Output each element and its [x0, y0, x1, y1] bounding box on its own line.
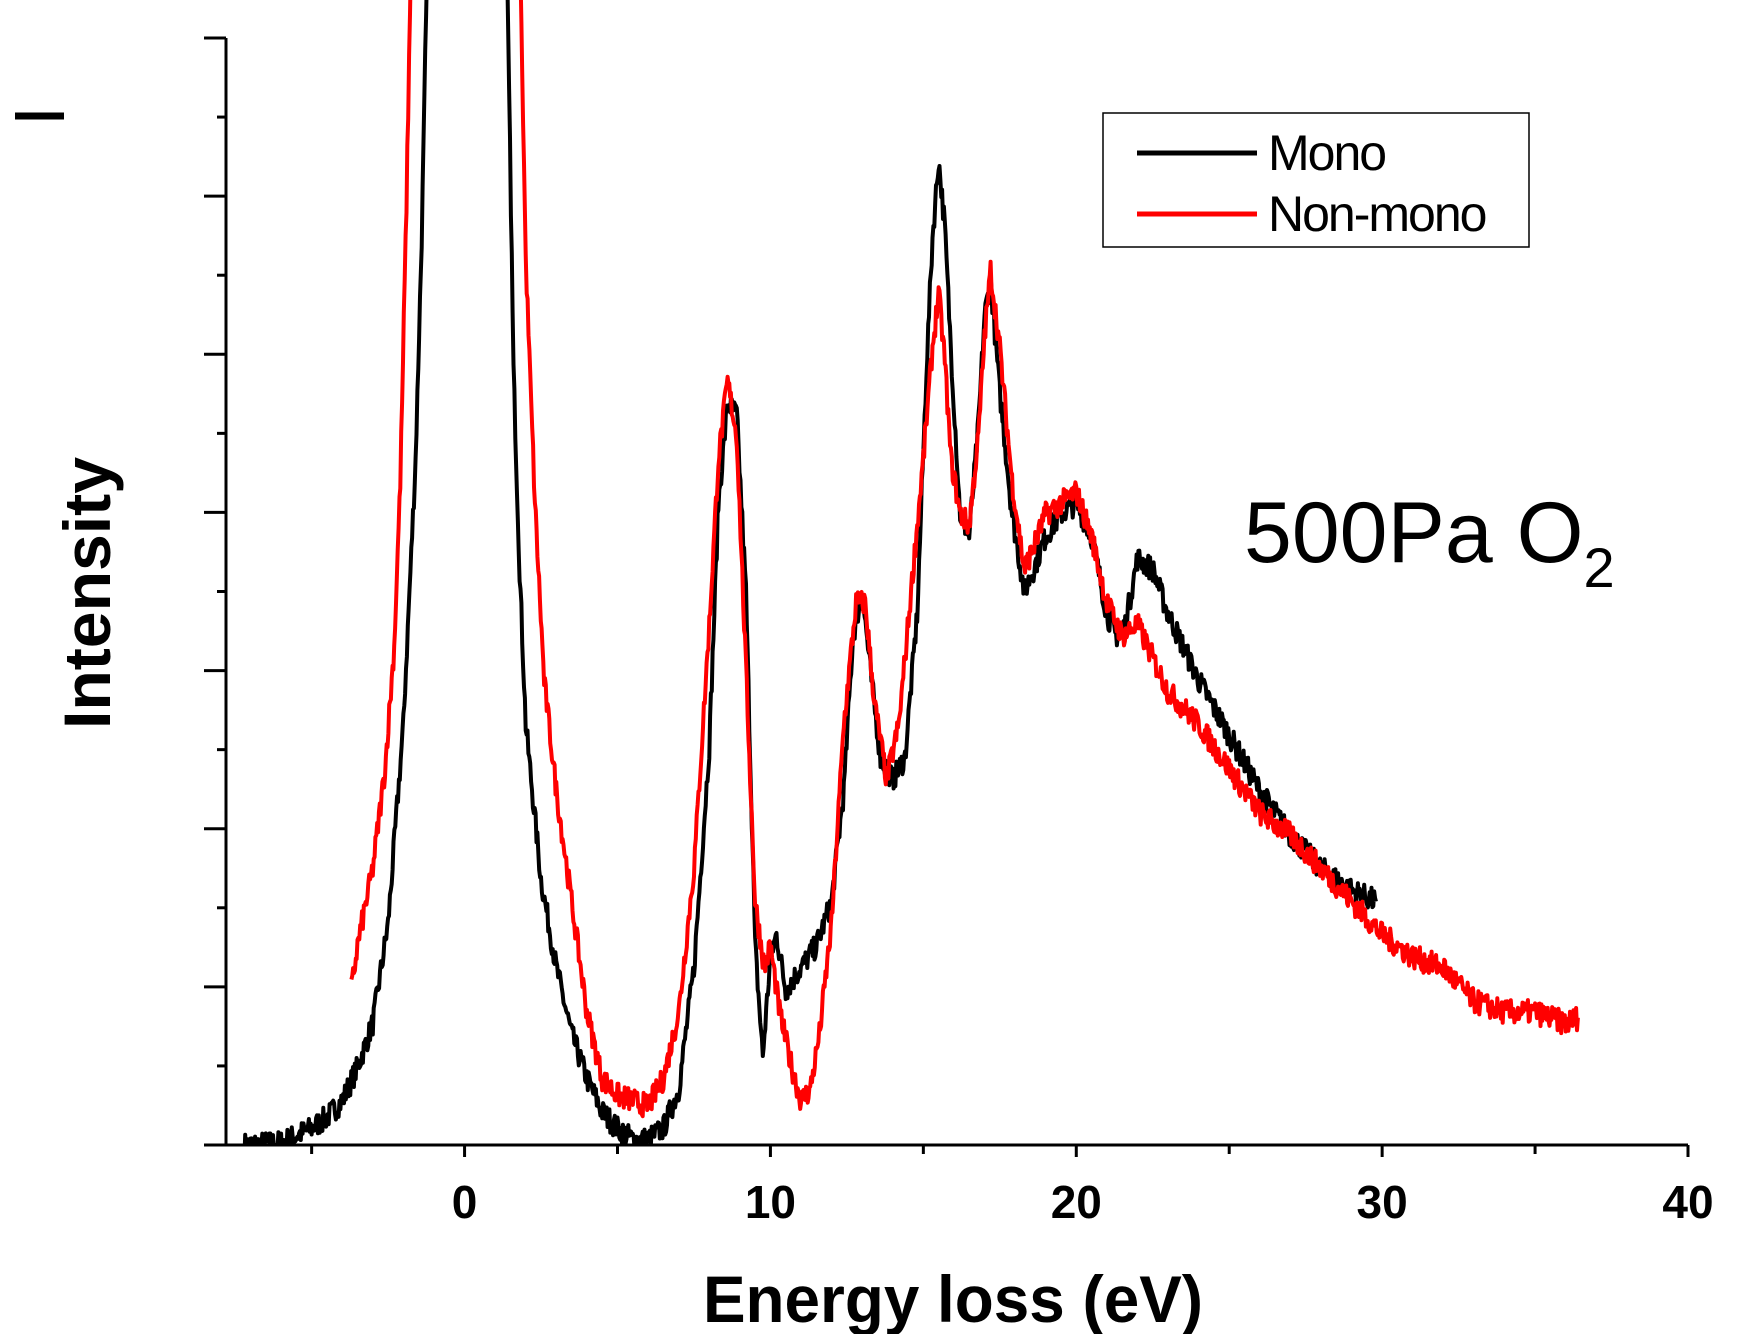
- legend-label-mono: Mono: [1268, 125, 1385, 181]
- x-tick-label-0: 0: [452, 1176, 478, 1228]
- pressure-annotation: 500Pa O2: [1244, 485, 1615, 599]
- y-axis-ticks: [204, 36, 226, 1147]
- series-line-non-mono: [349, 0, 1580, 1119]
- x-tick-label-20: 20: [1051, 1176, 1102, 1228]
- legend: Mono Non-mono: [1102, 112, 1530, 248]
- x-tick-label-30: 30: [1357, 1176, 1408, 1228]
- x-axis-title: Energy loss (eV): [703, 1262, 1203, 1334]
- annotation-subscript: 2: [1583, 536, 1614, 599]
- y-axis-title: Intensity: [50, 457, 124, 729]
- series-line-mono: [242, 0, 1378, 1145]
- legend-box: [1102, 112, 1530, 248]
- annotation-main-text: 500Pa O: [1244, 485, 1583, 581]
- x-axis-ticks: 0 10 20 30 40: [310, 1145, 1714, 1228]
- legend-label-non-mono: Non-mono: [1268, 186, 1486, 242]
- x-tick-label-40: 40: [1662, 1176, 1713, 1228]
- x-tick-label-10: 10: [745, 1176, 796, 1228]
- series-group: [242, 0, 1580, 1145]
